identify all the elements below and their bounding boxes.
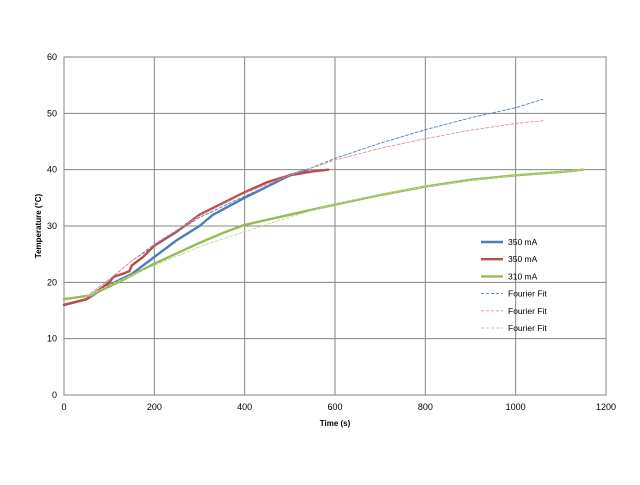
y-tick-label: 10: [47, 334, 57, 344]
x-tick-label: 800: [418, 402, 433, 412]
y-tick-label: 40: [47, 165, 57, 175]
series-line-5: [86, 120, 544, 297]
legend-label: 350 mA: [508, 254, 538, 264]
legend: 350 mA 350 mA 310 mA Fourier Fit Fourier Fit…: [481, 237, 547, 333]
x-tick-label: 200: [147, 402, 162, 412]
y-axis-title: Temperature (°C): [34, 193, 43, 258]
series-lines: [62, 98, 585, 307]
y-tick-label: 60: [47, 52, 57, 62]
x-tick-label: 0: [61, 402, 66, 412]
x-tick-label: 1200: [596, 402, 616, 412]
x-tick-label: 1000: [506, 402, 526, 412]
legend-label: 350 mA: [508, 237, 538, 247]
y-tick-label: 0: [52, 390, 57, 400]
series-line-6: [86, 169, 584, 297]
legend-label: 310 mA: [508, 271, 538, 281]
x-axis-title: Time (s): [320, 419, 351, 428]
legend-label: Fourier Fit: [508, 306, 547, 316]
x-tick-label: 400: [237, 402, 252, 412]
x-tick-label: 600: [327, 402, 342, 412]
legend-label: Fourier Fit: [508, 323, 547, 333]
y-tick-label: 20: [47, 277, 57, 287]
y-tick-label: 50: [47, 108, 57, 118]
legend-label: Fourier Fit: [508, 289, 547, 299]
y-tick-label: 30: [47, 221, 57, 231]
